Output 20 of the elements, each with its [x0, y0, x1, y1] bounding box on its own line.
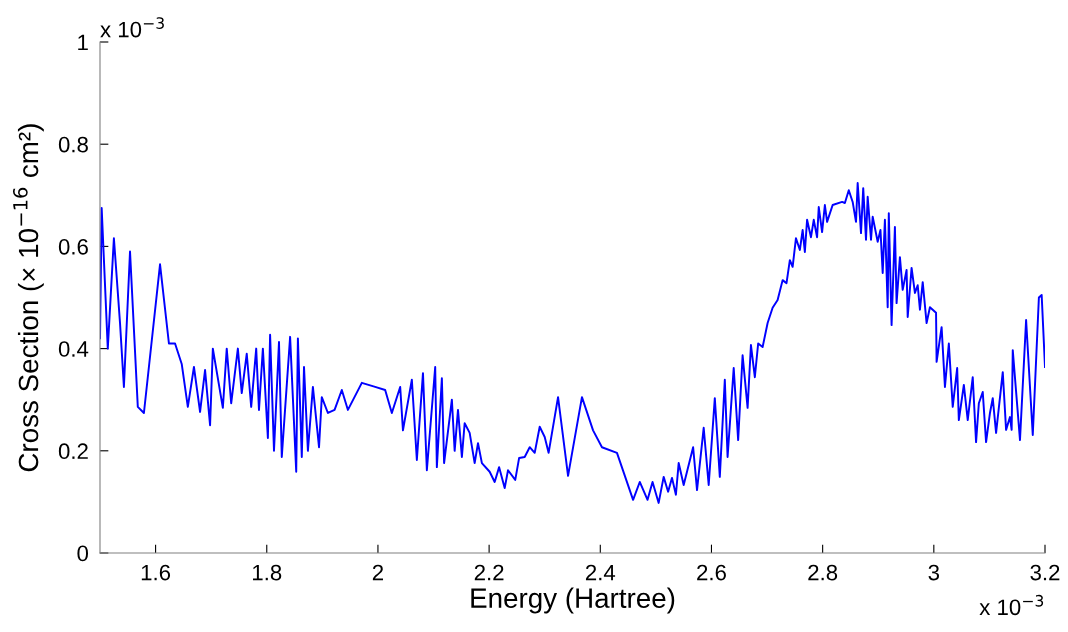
- x-tick-label: 2.6: [697, 564, 726, 581]
- y-tick-label: 0.6: [58, 238, 88, 255]
- y-tick-label: 0.2: [58, 443, 88, 460]
- x-tick-label: 2: [372, 564, 384, 581]
- x-axis-title: Energy (Hartree): [471, 587, 675, 614]
- y-tick-label: 0.8: [58, 136, 88, 153]
- y-tick-label: 0.4: [58, 341, 89, 357]
- x-tick-label: 3.2: [1030, 564, 1060, 581]
- text: x 10$^{−3}$: [100, 17, 164, 38]
- x-tick-label: 1.8: [253, 564, 282, 581]
- x-tick-label: 2.2: [474, 564, 504, 581]
- x-tick-label: 2.4: [585, 564, 616, 581]
- x-tick-label: 3: [928, 564, 940, 581]
- y-tick-label: 0: [77, 545, 89, 562]
- x-tick-label: 1.6: [141, 564, 171, 581]
- line-series: [100, 182, 1045, 504]
- y-tick-label: 1: [78, 34, 88, 51]
- text: x 10$^{−3}$: [979, 594, 1044, 616]
- y-axis-title: Cross Section (× 10$^{−16}$ cm²): [13, 124, 44, 472]
- x-tick-label: 2.8: [808, 564, 838, 581]
